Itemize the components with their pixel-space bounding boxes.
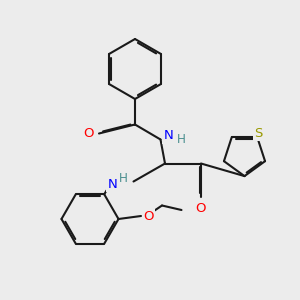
Text: N: N xyxy=(108,178,117,191)
Text: H: H xyxy=(118,172,127,185)
Text: O: O xyxy=(143,209,154,223)
Text: S: S xyxy=(254,127,263,140)
Text: O: O xyxy=(83,127,94,140)
Text: O: O xyxy=(196,202,206,215)
Text: N: N xyxy=(164,129,173,142)
Text: H: H xyxy=(177,133,186,146)
